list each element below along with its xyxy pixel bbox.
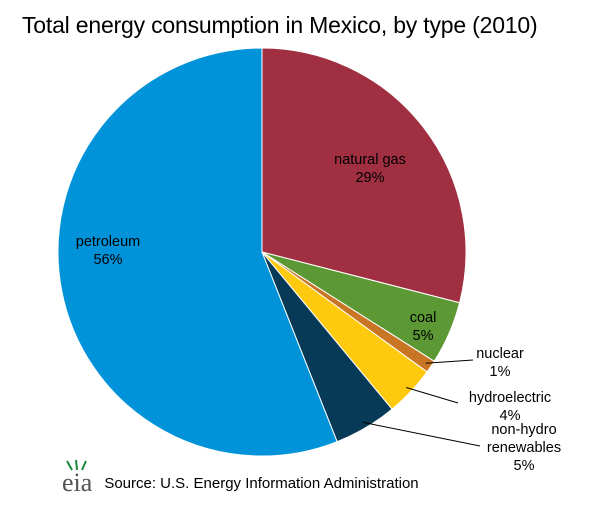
slice-label-line: 1% — [490, 364, 511, 380]
slice-label-line: 29% — [355, 170, 384, 186]
slice-label-line: natural gas — [334, 152, 406, 168]
slice-label-non-hydro-renewables: non-hydro renewables 5% — [487, 422, 561, 474]
source-note: Source: U.S. Energy Information Administ… — [104, 474, 419, 492]
eia-logo: eia — [62, 459, 93, 497]
slice-label-line: 5% — [413, 328, 434, 344]
slice-label-nuclear: nuclear 1% — [476, 346, 524, 380]
slice-label-line: 4% — [500, 408, 521, 424]
leader-line-non-hydro-renewables — [362, 421, 481, 447]
slice-label-petroleum: petroleum 56% — [76, 234, 140, 268]
logo-rays-icon — [66, 459, 87, 471]
slice-label-line: nuclear — [476, 346, 524, 362]
slice-label-line: coal — [410, 310, 437, 326]
slice-label-line: 5% — [514, 458, 535, 474]
logo-text: eia — [62, 468, 93, 497]
slice-label-line: renewables — [487, 440, 561, 456]
chart-title: Total energy consumption in Mexico, by t… — [22, 12, 538, 38]
footer: eia Source: U.S. Energy Information Admi… — [62, 459, 419, 497]
slice-label-line: petroleum — [76, 234, 140, 250]
pie-slice-petroleum — [57, 47, 338, 457]
slice-label-coal: coal 5% — [410, 310, 437, 344]
pie-slice-natural-gas — [261, 47, 467, 304]
leader-line-nuclear — [425, 359, 474, 364]
slice-label-natural-gas: natural gas 29% — [334, 152, 406, 186]
slice-label-hydroelectric: hydroelectric 4% — [469, 390, 551, 424]
slice-label-line: non-hydro — [491, 422, 556, 438]
slice-label-line: 56% — [93, 252, 122, 268]
leader-line-hydroelectric — [406, 387, 459, 404]
slice-label-line: hydroelectric — [469, 390, 551, 406]
